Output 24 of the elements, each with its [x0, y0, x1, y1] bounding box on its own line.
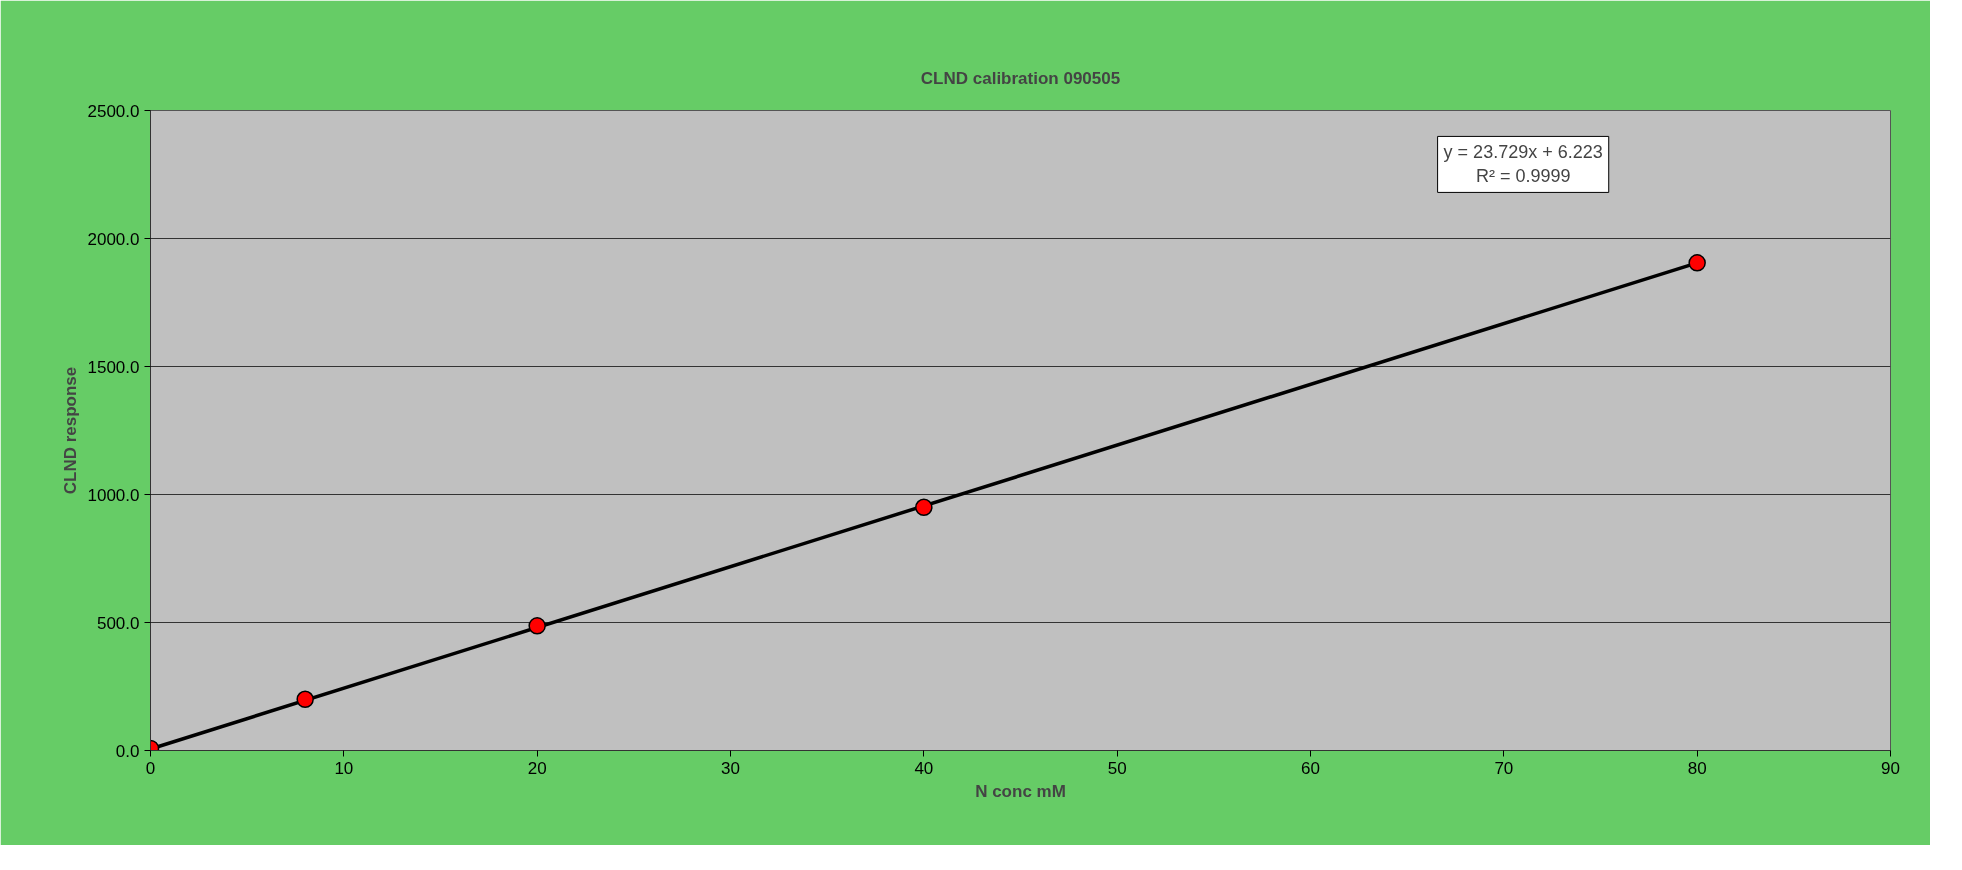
x-tick-label: 90 — [1881, 758, 1900, 778]
x-tick-label: 80 — [1687, 758, 1707, 778]
y-axis-title: CLND response — [60, 366, 80, 495]
annotation: y = 23.729x + 6.223 R² = 0.9999 — [1443, 142, 1603, 187]
y-tick-label: 0.0 — [115, 741, 140, 761]
point — [915, 498, 933, 517]
y-tick-label: 1000.0 — [87, 485, 140, 505]
point — [528, 617, 546, 635]
x-tick-label: 0 — [145, 758, 156, 778]
point — [1688, 254, 1706, 272]
x-axis-title: N conc mM — [975, 781, 1066, 801]
y-tick-label: 2000.0 — [87, 229, 140, 249]
y-tick-label: 1500.0 — [87, 357, 140, 377]
y-tick-label: 2500.0 — [87, 101, 140, 121]
x-tick-label: 70 — [1494, 758, 1514, 778]
x-tick-label: 60 — [1301, 758, 1320, 778]
x-tick-label: 50 — [1107, 758, 1127, 778]
x-tick-label: 20 — [527, 758, 547, 778]
x-tick-label: 10 — [334, 758, 354, 778]
point — [296, 690, 314, 709]
chart-title: CLND calibration 090505 — [920, 69, 1121, 88]
x-tick-label: 40 — [914, 758, 934, 778]
y-tick-label: 500.0 — [96, 613, 140, 633]
x-tick-label: 30 — [721, 758, 740, 778]
